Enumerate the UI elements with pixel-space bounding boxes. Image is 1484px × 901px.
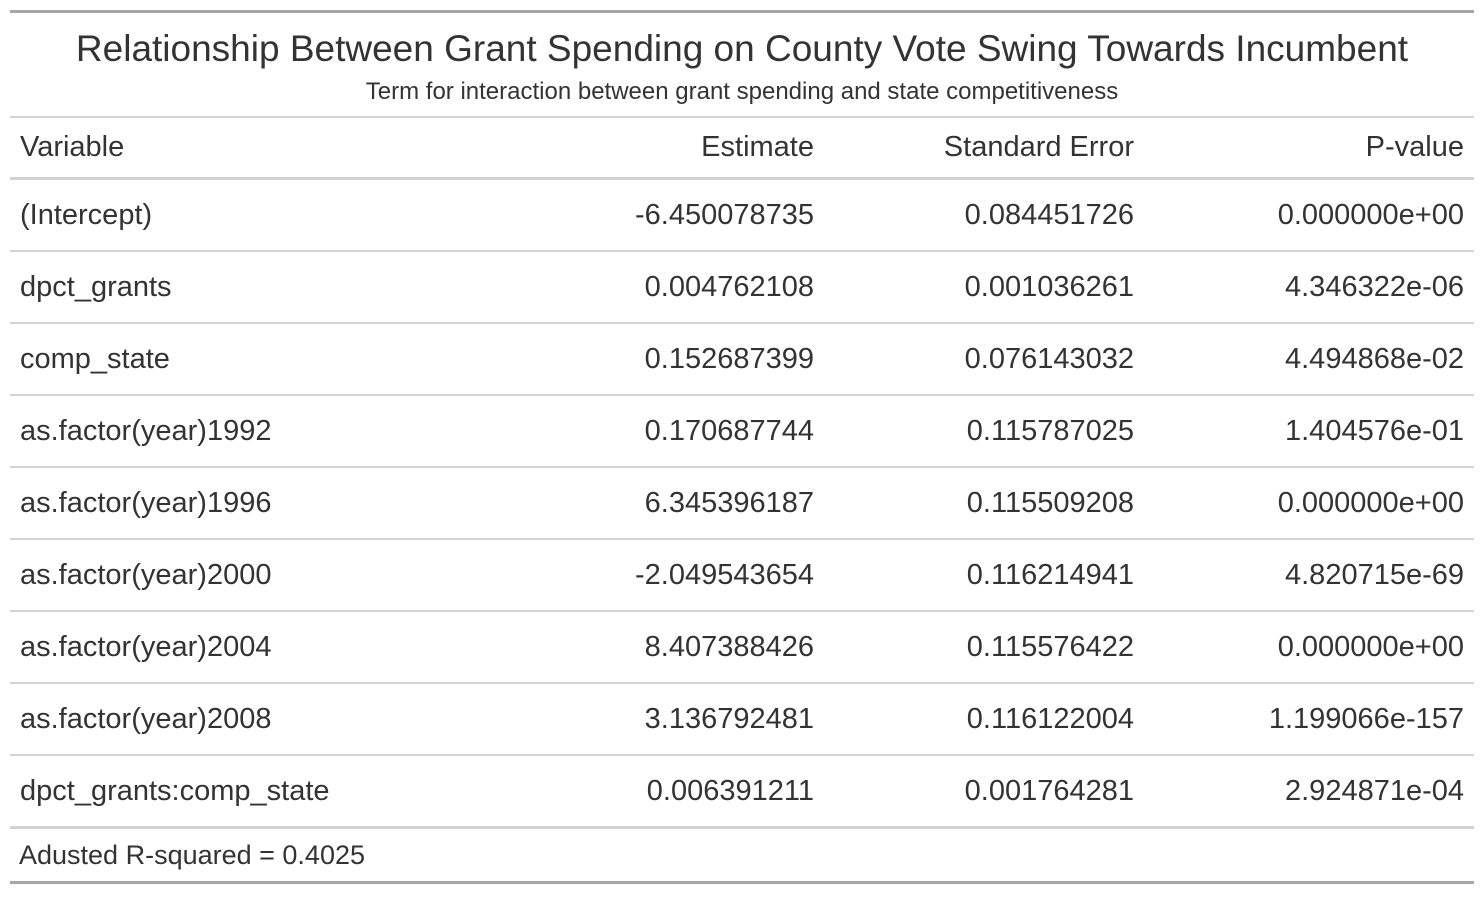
column-header-std-error: Standard Error [824,117,1144,180]
table-row: as.factor(year)1992 0.170687744 0.115787… [10,395,1474,468]
table-row: comp_state 0.152687399 0.076143032 4.494… [10,323,1474,396]
cell-estimate: 0.006391211 [570,755,824,829]
cell-estimate: 0.170687744 [570,395,824,468]
cell-variable: as.factor(year)2000 [10,539,570,612]
cell-estimate: 6.345396187 [570,467,824,540]
header-row: Variable Estimate Standard Error P-value [10,117,1474,180]
cell-variable: as.factor(year)2008 [10,683,570,756]
table-subtitle: Term for interaction between grant spend… [365,78,1119,105]
table-row: as.factor(year)2000 -2.049543654 0.11621… [10,539,1474,612]
table-row: as.factor(year)2008 3.136792481 0.116122… [10,683,1474,756]
column-header-estimate: Estimate [570,117,824,180]
column-header-variable: Variable [10,117,570,180]
cell-estimate: 3.136792481 [570,683,824,756]
cell-std-error: 0.001036261 [824,251,1144,324]
cell-std-error: 0.116122004 [824,683,1144,756]
cell-variable: as.factor(year)1996 [10,467,570,540]
cell-p-value: 0.000000e+00 [1144,178,1474,252]
cell-std-error: 0.115576422 [824,611,1144,684]
cell-p-value: 0.000000e+00 [1144,467,1474,540]
table-row: (Intercept) -6.450078735 0.084451726 0.0… [10,178,1474,252]
cell-p-value: 4.346322e-06 [1144,251,1474,324]
cell-estimate: -2.049543654 [570,539,824,612]
cell-variable: dpct_grants:comp_state [10,755,570,829]
cell-std-error: 0.115787025 [824,395,1144,468]
table-row: dpct_grants:comp_state 0.006391211 0.001… [10,755,1474,829]
regression-table: Relationship Between Grant Spending on C… [10,10,1474,884]
cell-p-value: 1.404576e-01 [1144,395,1474,468]
cell-estimate: 0.004762108 [570,251,824,324]
results-table: Variable Estimate Standard Error P-value… [10,116,1474,829]
table-title: Relationship Between Grant Spending on C… [75,28,1409,69]
table-row: as.factor(year)1996 6.345396187 0.115509… [10,467,1474,540]
table-row: as.factor(year)2004 8.407388426 0.115576… [10,611,1474,684]
cell-estimate: 8.407388426 [570,611,824,684]
cell-std-error: 0.115509208 [824,467,1144,540]
cell-std-error: 0.076143032 [824,323,1144,396]
cell-std-error: 0.116214941 [824,539,1144,612]
cell-variable: as.factor(year)2004 [10,611,570,684]
table-row: dpct_grants 0.004762108 0.001036261 4.34… [10,251,1474,324]
cell-variable: as.factor(year)1992 [10,395,570,468]
column-header-p-value: P-value [1144,117,1474,180]
cell-estimate: 0.152687399 [570,323,824,396]
cell-variable: comp_state [10,323,570,396]
cell-std-error: 0.084451726 [824,178,1144,252]
cell-p-value: 2.924871e-04 [1144,755,1474,829]
cell-p-value: 1.199066e-157 [1144,683,1474,756]
cell-variable: (Intercept) [10,178,570,252]
cell-p-value: 0.000000e+00 [1144,611,1474,684]
cell-p-value: 4.820715e-69 [1144,539,1474,612]
cell-std-error: 0.001764281 [824,755,1144,829]
cell-variable: dpct_grants [10,251,570,324]
cell-p-value: 4.494868e-02 [1144,323,1474,396]
cell-estimate: -6.450078735 [570,178,824,252]
table-footnote: Adusted R-squared = 0.4025 [10,829,1474,884]
